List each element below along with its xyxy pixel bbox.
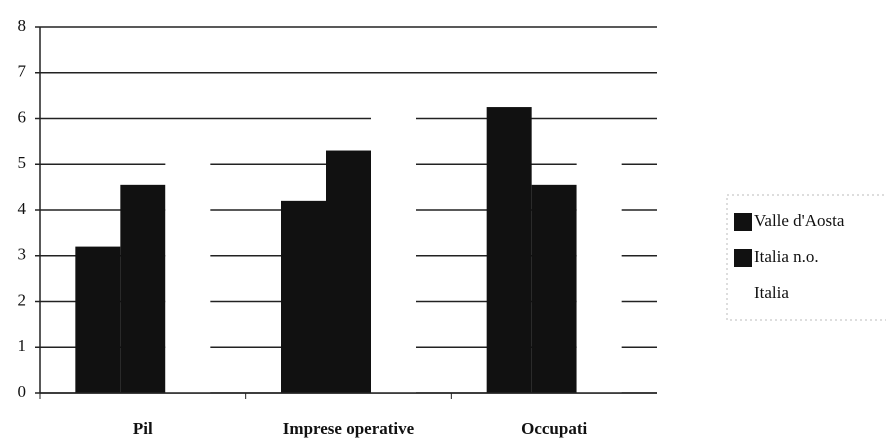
y-tick-label: 0: [18, 382, 27, 401]
y-tick-label: 5: [18, 153, 27, 172]
bar: [75, 246, 121, 393]
y-tick-label: 2: [18, 290, 27, 309]
y-tick-label: 3: [18, 245, 27, 264]
legend-label: Italia n.o.: [754, 247, 819, 266]
y-tick-label: 8: [18, 16, 27, 35]
y-tick-label: 1: [18, 336, 27, 355]
bar: [371, 95, 416, 393]
x-tick-label: Pil: [133, 419, 153, 438]
legend-label: Valle d'Aosta: [754, 211, 845, 230]
y-tick-label: 4: [18, 199, 27, 218]
bar: [486, 107, 532, 393]
legend-key: [734, 213, 752, 231]
y-tick-label: 7: [18, 62, 27, 81]
bar: [281, 200, 326, 393]
bar: [165, 141, 211, 393]
bar: [120, 184, 166, 393]
legend-box: [726, 194, 886, 321]
legend-key: [734, 249, 752, 267]
bar: [531, 184, 577, 393]
bar: [326, 150, 371, 393]
y-tick-label: 6: [18, 107, 27, 126]
legend-key: [734, 285, 752, 303]
bar: [576, 141, 622, 393]
legend-label: Italia: [754, 283, 789, 302]
x-tick-label: Imprese operative: [283, 419, 415, 438]
x-tick-label: Occupati: [521, 419, 587, 438]
